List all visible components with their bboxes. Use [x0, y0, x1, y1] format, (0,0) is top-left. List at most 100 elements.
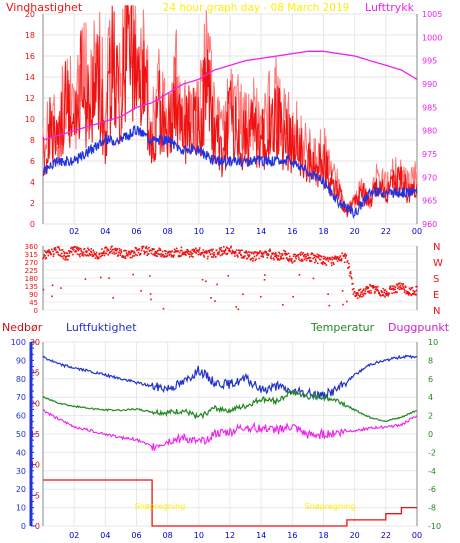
- direction-point: [260, 295, 262, 298]
- direction-left-tick-label: 270: [25, 259, 38, 267]
- direction-point: [267, 253, 270, 256]
- direction-left-tick-label: 360: [25, 243, 38, 251]
- direction-point: [51, 295, 53, 298]
- temperature-tick-label: 2: [428, 412, 433, 421]
- direction-point: [401, 283, 403, 285]
- direction-point: [75, 247, 78, 250]
- direction-point: [345, 254, 348, 256]
- wind-left-tick-label: 4: [30, 178, 35, 187]
- direction-point: [57, 251, 59, 254]
- direction-point: [344, 253, 346, 255]
- humidity-line: [42, 354, 418, 401]
- direction-point: [243, 256, 245, 259]
- direction-point: [286, 253, 289, 256]
- direction-point: [88, 249, 90, 251]
- direction-point: [367, 286, 369, 288]
- direction-point: [234, 255, 236, 257]
- direction-point: [164, 255, 166, 258]
- direction-point: [371, 285, 374, 287]
- direction-point: [177, 250, 179, 252]
- direction-left-tick-label: 180: [25, 275, 38, 283]
- direction-point: [104, 246, 107, 248]
- direction-point: [302, 252, 304, 254]
- direction-point: [179, 249, 182, 252]
- direction-point: [398, 288, 401, 291]
- direction-point: [195, 247, 197, 250]
- direction-point: [185, 254, 187, 256]
- direction-point: [400, 286, 402, 289]
- wind-x-tick-label: 20: [350, 227, 360, 236]
- direction-point: [211, 250, 213, 252]
- direction-point: [100, 255, 102, 257]
- direction-point: [148, 246, 150, 249]
- direction-point: [58, 246, 60, 248]
- direction-point: [148, 250, 151, 252]
- direction-point: [114, 248, 116, 251]
- direction-point: [377, 290, 380, 292]
- direction-point: [361, 291, 363, 293]
- direction-point: [134, 251, 136, 254]
- direction-point: [109, 248, 112, 250]
- direction-point: [65, 255, 68, 258]
- direction-point: [102, 252, 104, 254]
- climate-x-tick-label: 02: [69, 531, 79, 540]
- direction-point: [306, 253, 308, 256]
- direction-point: [219, 254, 222, 257]
- direction-point: [358, 289, 360, 291]
- direction-point: [220, 247, 223, 249]
- direction-point: [104, 252, 107, 254]
- direction-point: [233, 252, 236, 255]
- direction-point: [391, 292, 393, 295]
- direction-point: [388, 288, 391, 290]
- direction-point: [47, 254, 50, 257]
- direction-point: [408, 287, 411, 289]
- direction-point: [274, 252, 277, 254]
- direction-point: [282, 304, 284, 306]
- direction-point: [316, 256, 318, 258]
- direction-point: [52, 250, 54, 253]
- direction-point: [141, 247, 144, 250]
- direction-point: [107, 248, 109, 250]
- direction-point: [336, 260, 339, 262]
- direction-point: [111, 252, 114, 255]
- direction-point: [218, 247, 221, 249]
- precip-line: [43, 479, 417, 527]
- humidity-tick-label: 70: [16, 393, 26, 402]
- direction-point: [133, 250, 135, 253]
- direction-point: [91, 253, 93, 256]
- wind-left-tick-label: 20: [25, 10, 35, 19]
- direction-point: [310, 260, 313, 262]
- direction-point: [212, 256, 215, 258]
- direction-point: [384, 296, 386, 298]
- direction-point: [102, 251, 105, 254]
- direction-point: [342, 303, 344, 306]
- direction-point: [64, 255, 67, 258]
- direction-point: [280, 257, 283, 260]
- direction-point: [45, 251, 47, 253]
- direction-point: [103, 254, 106, 257]
- direction-point: [279, 258, 282, 260]
- temperature-title: Temperatur: [310, 321, 375, 334]
- direction-point: [70, 247, 72, 249]
- direction-point: [357, 294, 360, 296]
- direction-point: [105, 246, 108, 249]
- direction-point: [373, 286, 375, 288]
- direction-point: [380, 295, 382, 297]
- direction-point: [64, 258, 66, 261]
- direction-point: [403, 288, 405, 290]
- direction-point: [230, 245, 232, 248]
- direction-point: [405, 292, 407, 295]
- direction-point: [332, 261, 334, 264]
- direction-point: [129, 253, 131, 256]
- direction-point: [89, 253, 91, 256]
- direction-point: [79, 253, 82, 255]
- direction-point: [277, 258, 279, 260]
- wind-left-tick-label: 0: [30, 220, 35, 229]
- climate-x-tick-label: 10: [194, 531, 204, 540]
- humidity-tick-label: 90: [16, 356, 26, 365]
- direction-point: [300, 260, 303, 262]
- direction-point: [42, 257, 44, 260]
- direction-point: [339, 255, 342, 257]
- direction-point: [384, 289, 387, 291]
- direction-point: [164, 252, 167, 255]
